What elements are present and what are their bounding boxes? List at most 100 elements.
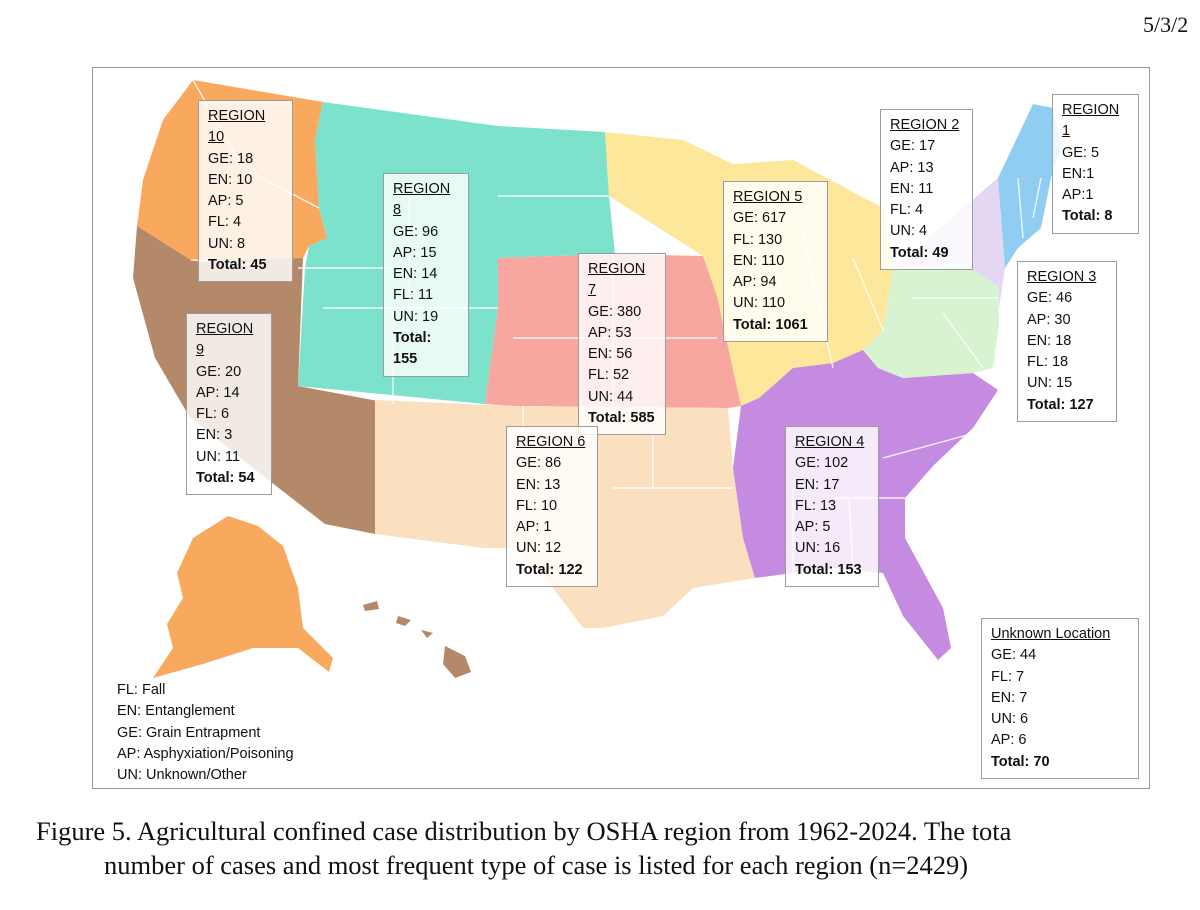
- region-total: Total: 8: [1062, 208, 1113, 225]
- region-total: Total: 127: [1027, 396, 1094, 413]
- region-stat: AP: 53: [588, 324, 632, 341]
- region-stat: EN: 14: [393, 266, 438, 283]
- region-stat: FL: 4: [890, 202, 924, 219]
- region-stat: GE: 102: [795, 455, 849, 472]
- region-stat: FL: 13: [795, 497, 837, 514]
- region-stat: GE: 20: [196, 363, 242, 380]
- region-title: REGION 7: [588, 261, 646, 299]
- region-total: Total: 585: [588, 410, 655, 427]
- region-stat: GE: 18: [208, 150, 254, 167]
- region-total: Total: 1061: [733, 316, 808, 333]
- region-stat: EN: 3: [196, 427, 233, 444]
- hawaii-shape-1: [363, 601, 379, 611]
- region-stat: GE: 617: [733, 210, 787, 227]
- region-stat: EN: 13: [516, 476, 561, 493]
- region-stat: FL: 7: [991, 668, 1025, 685]
- region-stat: UN: 12: [516, 540, 562, 557]
- figure-frame: REGION 10 GE: 18 EN: 10 AP: 5 FL: 4 UN: …: [92, 67, 1150, 789]
- region-stat: UN: 44: [588, 388, 634, 405]
- legend-item: EN: Entanglement: [117, 703, 235, 720]
- region-stat: AP: 6: [991, 732, 1027, 749]
- region-title: REGION 5: [733, 189, 803, 205]
- region-title: REGION 10: [208, 108, 266, 146]
- page-date: 5/3/2: [1143, 12, 1189, 37]
- region-stat: UN: 8: [208, 235, 246, 252]
- caption-line-2: number of cases and most frequent type o…: [104, 850, 969, 880]
- region-title: REGION 3: [1027, 269, 1097, 285]
- region-stat: UN: 110: [733, 295, 786, 312]
- region-stat: EN: 18: [1027, 332, 1072, 349]
- region-stat: EN: 110: [733, 252, 785, 269]
- region-stat: FL: 6: [196, 406, 230, 423]
- region-stat: UN: 6: [991, 711, 1029, 728]
- region-title: REGION 9: [196, 321, 254, 359]
- region-stat: UN: 4: [890, 223, 928, 240]
- region-stat: EN: 10: [208, 171, 253, 188]
- region-stat: AP: 15: [393, 244, 437, 261]
- region-1-shape: [998, 104, 1061, 268]
- legend-item: AP: Asphyxiation/Poisoning: [117, 745, 294, 762]
- legend-item: GE: Grain Entrapment: [117, 724, 261, 741]
- region-4-box: REGION 4 GE: 102 EN: 17 FL: 13 AP: 5 UN:…: [785, 426, 879, 588]
- region-stat: FL: 4: [208, 214, 242, 231]
- region-stat: FL: 10: [516, 497, 558, 514]
- region-stat: GE: 96: [393, 223, 439, 240]
- region-6-box: REGION 6 GE: 86 EN: 13 FL: 10 AP: 1 UN: …: [506, 426, 598, 588]
- region-stat: AP: 30: [1027, 311, 1071, 328]
- region-stat: GE: 86: [516, 455, 562, 472]
- region-title: REGION 4: [795, 434, 865, 450]
- region-total: Total: 153: [795, 561, 862, 578]
- region-stat: AP:1: [1062, 187, 1094, 204]
- region-stat: EN:1: [1062, 165, 1095, 182]
- region-3-shape: [863, 264, 999, 378]
- caption-line-1: Figure 5. Agricultural confined case dis…: [36, 816, 1012, 846]
- unknown-location-box: Unknown Location GE: 44 FL: 7 EN: 7 UN: …: [981, 618, 1139, 780]
- region-stat: EN: 11: [890, 180, 934, 197]
- region-stat: GE: 5: [1062, 144, 1100, 161]
- region-total: Total: 49: [890, 244, 949, 261]
- region-total: Total: 155: [393, 330, 432, 368]
- region-total: Total: 122: [516, 561, 583, 578]
- region-stat: FL: 18: [1027, 354, 1069, 371]
- region-title: REGION 6: [516, 434, 586, 450]
- region-stat: UN: 15: [1027, 375, 1073, 392]
- region-title: REGION 2: [890, 117, 960, 133]
- region-stat: FL: 11: [393, 287, 434, 304]
- region-title: REGION 1: [1062, 102, 1120, 140]
- legend-item: UN: Unknown/Other: [117, 767, 247, 784]
- region-stat: AP: 1: [516, 519, 552, 536]
- region-stat: AP: 13: [890, 159, 934, 176]
- region-stat: AP: 14: [196, 384, 240, 401]
- hawaii-shape-3: [421, 630, 433, 638]
- region-1-box: REGION 1 GE: 5 EN:1 AP:1 Total: 8: [1052, 94, 1139, 234]
- region-7-box: REGION 7 GE: 380 AP: 53 EN: 56 FL: 52 UN…: [578, 253, 666, 436]
- region-8-dakotas-shape: [498, 126, 615, 258]
- region-total: Total: 45: [208, 257, 267, 274]
- hawaii-shape-2: [396, 616, 411, 626]
- region-3-box: REGION 3 GE: 46 AP: 30 EN: 18 FL: 18 UN:…: [1017, 261, 1117, 423]
- region-stat: AP: 5: [795, 519, 831, 536]
- region-total: Total: 54: [196, 470, 255, 487]
- region-5-box: REGION 5 GE: 617 FL: 130 EN: 110 AP: 94 …: [723, 181, 828, 343]
- abbreviation-legend: FL: Fall EN: Entanglement GE: Grain Entr…: [117, 680, 294, 786]
- region-stat: AP: 5: [208, 193, 244, 210]
- region-stat: GE: 17: [890, 138, 936, 155]
- region-9-box: REGION 9 GE: 20 AP: 14 FL: 6 EN: 3 UN: 1…: [186, 313, 272, 496]
- region-stat: AP: 94: [733, 274, 777, 291]
- region-stat: EN: 7: [991, 689, 1028, 706]
- legend-item: FL: Fall: [117, 682, 166, 698]
- region-total: Total: 70: [991, 753, 1050, 770]
- region-stat: GE: 44: [991, 647, 1037, 664]
- region-10-box: REGION 10 GE: 18 EN: 10 AP: 5 FL: 4 UN: …: [198, 100, 293, 283]
- region-stat: GE: 380: [588, 303, 642, 320]
- region-title: REGION 8: [393, 181, 451, 219]
- region-stat: UN: 19: [393, 308, 439, 325]
- region-2-box: REGION 2 GE: 17 AP: 13 EN: 11 FL: 4 UN: …: [880, 109, 973, 271]
- region-8-box: REGION 8 GE: 96 AP: 15 EN: 14 FL: 11 UN:…: [383, 173, 469, 377]
- region-stat: FL: 130: [733, 231, 783, 248]
- region-stat: UN: 11: [196, 448, 241, 465]
- region-stat: GE: 46: [1027, 290, 1073, 307]
- region-stat: FL: 52: [588, 367, 630, 384]
- region-title: Unknown Location: [991, 626, 1111, 642]
- region-stat: EN: 56: [588, 346, 633, 363]
